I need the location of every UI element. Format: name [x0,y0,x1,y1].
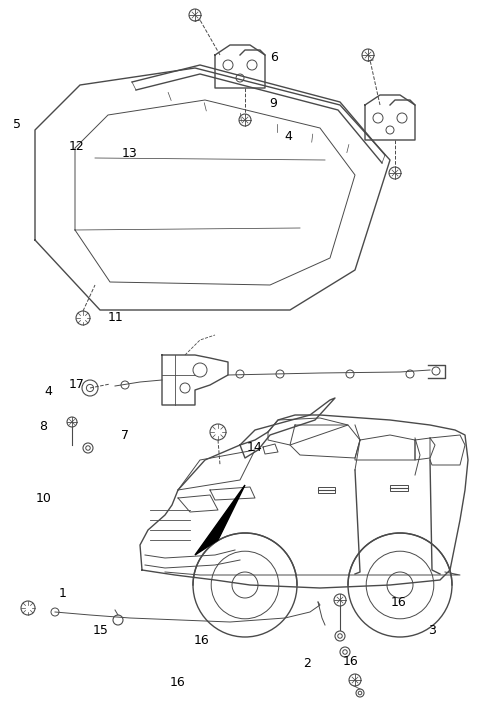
Text: 12: 12 [69,140,84,152]
Text: 11: 11 [108,311,123,324]
Polygon shape [195,485,245,555]
Text: 8: 8 [39,420,47,433]
Text: 5: 5 [13,119,21,131]
Text: 16: 16 [391,596,406,609]
Text: 16: 16 [343,655,358,668]
Text: 14: 14 [247,442,262,454]
Bar [390,485,408,491]
Text: 3: 3 [428,624,436,637]
Text: 4: 4 [284,131,292,143]
Text: 16: 16 [170,676,185,689]
Text: 9: 9 [270,98,277,110]
Bar [318,487,335,493]
Text: 6: 6 [270,51,277,64]
Text: 1: 1 [59,587,66,600]
Text: 7: 7 [121,429,129,442]
Text: 13: 13 [122,147,137,159]
Text: 10: 10 [35,492,51,505]
Text: 4: 4 [44,385,52,398]
Text: 15: 15 [93,624,109,637]
Text: 16: 16 [194,634,209,647]
Text: 2: 2 [303,657,311,670]
Text: 17: 17 [69,378,85,391]
